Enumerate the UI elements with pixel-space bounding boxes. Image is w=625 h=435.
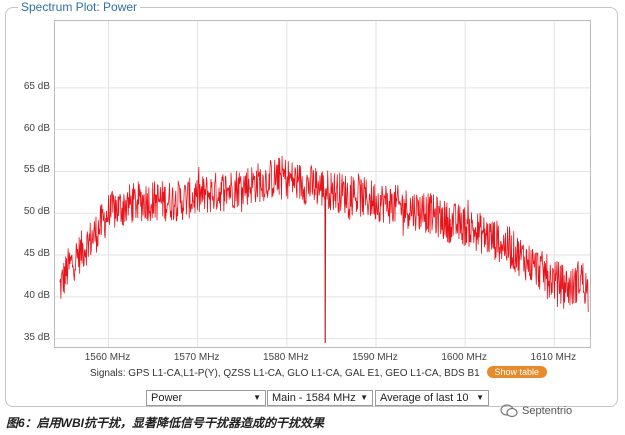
band-select-value: Main - 1584 MHz bbox=[272, 392, 356, 404]
chevron-down-icon: ▼ bbox=[253, 393, 261, 402]
y-tick-label: 35 dB bbox=[23, 331, 50, 343]
average-select-value: Average of last 10 bbox=[380, 392, 469, 404]
wechat-icon bbox=[500, 404, 518, 418]
y-tick-label: 40 dB bbox=[23, 289, 50, 301]
x-tick-label: 1560 MHz bbox=[84, 352, 131, 363]
x-tick-label: 1610 MHz bbox=[530, 352, 577, 363]
chevron-down-icon: ▼ bbox=[476, 393, 484, 402]
spectrum-chart bbox=[55, 21, 590, 347]
band-select[interactable]: Main - 1584 MHz ▼ bbox=[267, 390, 373, 406]
spectrum-panel: Spectrum Plot: Power 35 dB 40 dB 45 dB 50 d… bbox=[5, 0, 618, 407]
panel-title: Spectrum Plot: Power bbox=[18, 0, 141, 14]
x-tick-label: 1590 MHz bbox=[352, 352, 398, 363]
x-tick-label: 1600 MHz bbox=[441, 352, 487, 363]
y-tick-label: 65 dB bbox=[23, 80, 50, 92]
watermark-text: Septentrio bbox=[522, 405, 573, 417]
x-tick-label: 1570 MHz bbox=[173, 352, 220, 363]
signals-label: Signals: GPS L1-CA,L1-P(Y), QZSS L1-CA, … bbox=[89, 368, 480, 379]
show-table-button[interactable]: Show table bbox=[486, 366, 548, 378]
measure-select-value: Power bbox=[151, 392, 183, 404]
y-tick-label: 55 dB bbox=[23, 164, 50, 176]
x-tick-label: 1580 MHz bbox=[263, 352, 309, 363]
y-tick-label: 50 dB bbox=[23, 206, 50, 218]
figure-caption: 图6：启用WBI抗干扰，显著降低信号干扰器造成的干扰效果 bbox=[6, 416, 325, 430]
measure-select[interactable]: Power ▼ bbox=[146, 390, 266, 406]
y-tick-label: 45 dB bbox=[23, 248, 50, 260]
chevron-down-icon: ▼ bbox=[360, 393, 368, 402]
average-select[interactable]: Average of last 10 ▼ bbox=[375, 390, 489, 406]
power-series-line bbox=[59, 155, 589, 343]
signals-row: Signals: GPS L1-CA,L1-P(Y), QZSS L1-CA, … bbox=[6, 366, 625, 379]
plot-area bbox=[54, 20, 591, 348]
septentrio-logo: Septentrio bbox=[500, 404, 572, 418]
y-tick-label: 60 dB bbox=[23, 122, 50, 134]
